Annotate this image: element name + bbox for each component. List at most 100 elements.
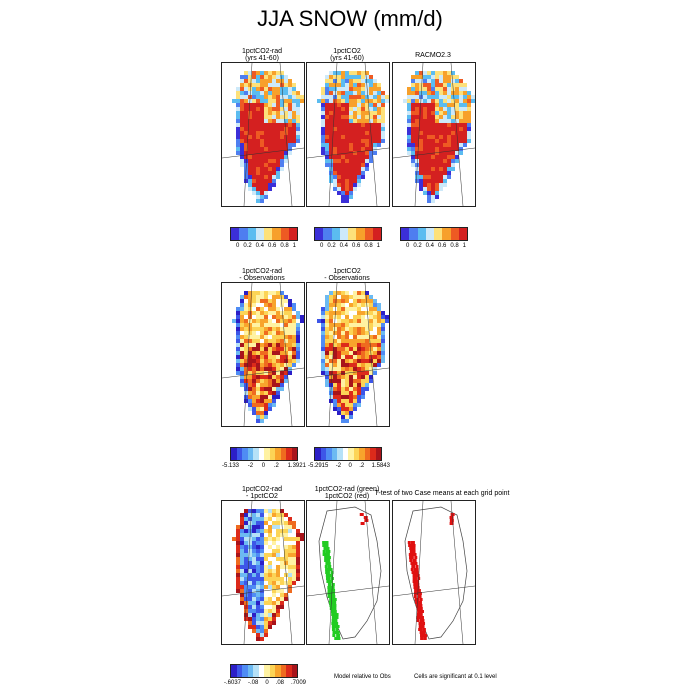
grid-cell (288, 339, 292, 343)
grid-cell (325, 83, 329, 87)
grid-cell (292, 131, 296, 135)
grid-cell (427, 151, 431, 155)
colorbar-swatch (375, 448, 381, 460)
grid-cell (373, 335, 377, 339)
significant-cell (423, 637, 427, 640)
grid-cell (292, 87, 296, 91)
grid-cell (467, 107, 471, 111)
grid-cell (260, 343, 264, 347)
grid-cell (427, 195, 431, 199)
grid-cell (288, 95, 292, 99)
grid-cell (280, 343, 284, 347)
grid-cell (264, 171, 268, 175)
map-racmo-snow (392, 62, 476, 207)
grid-cell (407, 131, 411, 135)
grid-cell (276, 95, 280, 99)
grid-cell (264, 593, 268, 597)
grid-cell (431, 187, 435, 191)
grid-cell (244, 521, 248, 525)
grid-cell (329, 291, 333, 295)
note-cells-significant: Cells are significant at 0.1 level (414, 674, 497, 680)
grid-cell (349, 383, 353, 387)
grid-cell (373, 351, 377, 355)
grid-cell (407, 143, 411, 147)
grid-cell (240, 331, 244, 335)
grid-cell (325, 319, 329, 323)
grid-cell (292, 537, 296, 541)
grid-cell (431, 119, 435, 123)
grid-cell (264, 107, 268, 111)
significant-cell (328, 601, 332, 604)
grid-cell (341, 407, 345, 411)
map-1pctco2-rad-snow (221, 62, 305, 207)
grid-cell (264, 315, 268, 319)
grid-cell (373, 151, 377, 155)
grid-cell (423, 107, 427, 111)
grid-cell (349, 139, 353, 143)
grid-cell (443, 75, 447, 79)
grid-cell (272, 151, 276, 155)
grid-cell (240, 383, 244, 387)
grid-cell (240, 367, 244, 371)
grid-cell (260, 517, 264, 521)
grid-cell (329, 307, 333, 311)
grid-cell (325, 159, 329, 163)
grid-cell (264, 617, 268, 621)
grid-cell (345, 163, 349, 167)
grid-cell (333, 175, 337, 179)
grid-cell (329, 343, 333, 347)
grid-cell (292, 529, 296, 533)
grid-cell (248, 517, 252, 521)
grid-cell (463, 139, 467, 143)
grid-cell (321, 323, 325, 327)
grid-cell (268, 549, 272, 553)
grid-cell (240, 159, 244, 163)
grid-cell (333, 103, 337, 107)
graticule-line (364, 283, 378, 426)
grid-cell (264, 597, 268, 601)
grid-cell (260, 419, 264, 423)
significant-cell (359, 513, 364, 516)
grid-cell (407, 87, 411, 91)
grid-cell (369, 335, 373, 339)
grid-cell (447, 83, 451, 87)
panel-title-r3-2: 1pctCO2-rad (green) 1pctCO2 (red) (314, 486, 380, 500)
grid-cell (321, 107, 325, 111)
grid-cell (256, 549, 260, 553)
grid-cell (373, 115, 377, 119)
grid-cell (280, 143, 284, 147)
colorbar-swatch (450, 228, 459, 240)
grid-cell (268, 311, 272, 315)
grid-cell (333, 367, 337, 371)
grid-cell (333, 87, 337, 91)
grid-cell (280, 71, 284, 75)
grid-cell (260, 557, 264, 561)
grid-cell (353, 359, 357, 363)
grid-cell (431, 131, 435, 135)
grid-cell (264, 343, 268, 347)
grid-cell (463, 87, 467, 91)
grid-cell (349, 331, 353, 335)
grid-cell (284, 561, 288, 565)
grid-cell (423, 83, 427, 87)
grid-cell (361, 367, 365, 371)
grid-cell (244, 601, 248, 605)
grid-cell (373, 107, 377, 111)
grid-cell (455, 123, 459, 127)
grid-cell (357, 131, 361, 135)
grid-cell (284, 521, 288, 525)
grid-cell (272, 103, 276, 107)
grid-cell (272, 569, 276, 573)
grid-cell (357, 119, 361, 123)
grid-cell (321, 343, 325, 347)
colorbar-swatch (253, 448, 259, 460)
ttest-title: T-test of two Case means at each grid po… (374, 490, 510, 497)
grid-cell (276, 175, 280, 179)
grid-cell (427, 191, 431, 195)
significant-cell (414, 598, 418, 601)
grid-cell (256, 419, 260, 423)
significant-cell (415, 571, 419, 574)
grid-cell (411, 131, 415, 135)
grid-cell (272, 299, 276, 303)
grid-cell (381, 139, 385, 143)
